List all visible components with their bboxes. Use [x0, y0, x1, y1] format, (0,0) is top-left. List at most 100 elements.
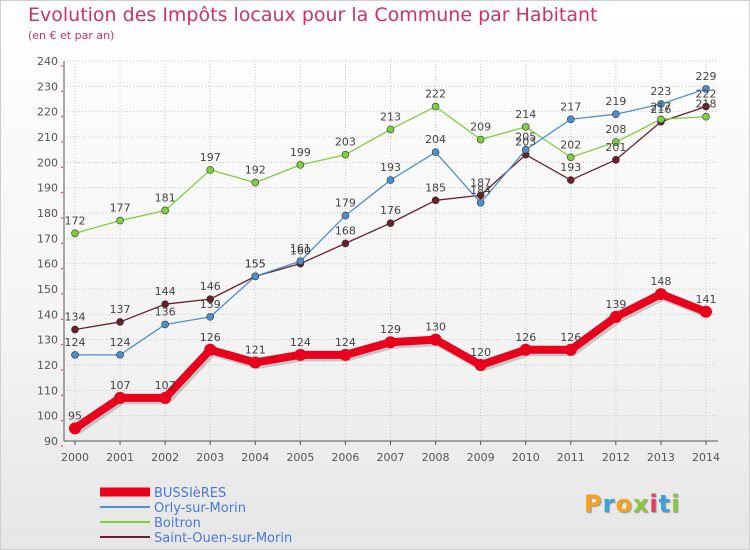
data-point — [206, 313, 215, 321]
data-label: 126 — [560, 331, 581, 344]
y-tick-label: 140 — [37, 308, 58, 321]
grid-lines — [64, 60, 718, 442]
x-tick-label: 2001 — [106, 451, 134, 464]
legend-label: Saint-Ouen-sur-Morin — [154, 531, 292, 546]
data-point — [159, 391, 172, 404]
data-point — [69, 422, 81, 435]
data-label: 172 — [65, 214, 86, 227]
data-label: 155 — [245, 257, 266, 270]
chart-title: Evolution des Impôts locaux pour la Comm… — [28, 4, 598, 26]
data-point — [251, 178, 260, 187]
data-label: 176 — [380, 204, 401, 217]
y-tick-label: 190 — [37, 182, 58, 195]
data-label: 137 — [110, 303, 131, 316]
data-point — [700, 305, 712, 318]
data-point — [519, 343, 532, 356]
data-point — [296, 161, 305, 169]
data-point — [564, 343, 577, 356]
data-label: 126 — [200, 331, 221, 344]
data-label: 181 — [155, 191, 176, 204]
data-label: 124 — [110, 336, 131, 349]
y-tick-label: 230 — [37, 80, 58, 93]
logo-letter: o — [615, 490, 633, 518]
data-label: 124 — [335, 336, 356, 349]
logo-letter: i — [649, 490, 659, 518]
y-tick-label: 180 — [37, 207, 58, 220]
data-label: 209 — [470, 121, 491, 134]
data-label: 223 — [650, 85, 671, 98]
chart-subtitle: (en € et par an) — [28, 29, 115, 42]
data-point — [657, 100, 665, 108]
logo-letter: x — [632, 490, 650, 518]
data-point — [612, 138, 620, 146]
data-point — [204, 343, 217, 356]
data-label: 120 — [470, 346, 491, 359]
data-label: 107 — [155, 379, 176, 392]
data-point — [71, 351, 79, 359]
data-label: 139 — [200, 298, 221, 311]
series-lines — [69, 85, 712, 435]
data-point — [384, 336, 397, 349]
data-point — [702, 112, 710, 121]
data-label: 185 — [425, 181, 446, 194]
proxiti-logo: Proxiti — [584, 490, 680, 518]
data-label: 205 — [515, 131, 536, 144]
data-point — [206, 295, 215, 303]
logo-letter: r — [602, 490, 616, 518]
data-point — [161, 206, 169, 215]
data-label: 155 — [245, 257, 266, 270]
x-tick-label: 2009 — [467, 451, 495, 464]
y-tick-label: 220 — [37, 106, 58, 119]
data-label: 193 — [380, 161, 401, 174]
data-point — [386, 219, 395, 227]
data-point — [657, 115, 665, 124]
data-labels: 95 107 107 126 121 124 124 129 130 120 126 126 139 14… — [65, 70, 717, 422]
data-point — [702, 102, 710, 111]
axes — [61, 61, 718, 447]
data-label: 179 — [335, 197, 356, 210]
data-label: 95 — [68, 409, 82, 422]
data-label: 161 — [290, 242, 311, 255]
legend: BUSSIèRESOrly-sur-MorinBoitronSaint-Ouen… — [100, 486, 292, 546]
data-label: 148 — [650, 275, 671, 288]
data-point — [71, 325, 79, 334]
y-tick-label: 120 — [37, 359, 58, 372]
data-label: 144 — [155, 285, 176, 298]
data-label: 141 — [696, 293, 717, 306]
data-label: 214 — [515, 108, 536, 121]
x-tick-label: 2010 — [512, 451, 540, 464]
data-label: 139 — [605, 298, 626, 311]
x-tick-label: 2012 — [602, 451, 630, 464]
data-point — [116, 318, 124, 326]
legend-label: BUSSIèRES — [154, 486, 226, 501]
data-label: 213 — [380, 110, 401, 123]
y-tick-label: 100 — [37, 410, 58, 423]
data-point — [341, 150, 350, 159]
data-label: 201 — [605, 141, 626, 154]
x-tick-label: 2003 — [196, 451, 224, 464]
data-label: 216 — [650, 103, 671, 116]
data-label: 193 — [560, 161, 581, 174]
data-point — [341, 239, 350, 248]
data-point — [654, 288, 667, 301]
data-point — [161, 320, 169, 329]
data-point — [206, 166, 215, 174]
x-tick-label: 2005 — [286, 451, 314, 464]
data-point — [521, 145, 530, 154]
data-label: 124 — [65, 336, 86, 349]
x-tick-label: 2014 — [692, 451, 720, 464]
data-label: 197 — [200, 151, 221, 164]
x-tick-label: 2011 — [557, 451, 585, 464]
data-label: 217 — [560, 100, 581, 113]
data-label: 219 — [605, 95, 626, 108]
data-label: 202 — [560, 138, 581, 151]
data-label: 124 — [290, 336, 311, 349]
data-point — [296, 257, 305, 265]
logo-letter: P — [584, 490, 603, 518]
data-point — [161, 300, 169, 309]
legend-label: Orly-sur-Morin — [154, 501, 246, 516]
data-point — [609, 310, 622, 323]
data-point — [431, 196, 440, 205]
logo-letter: t — [658, 490, 672, 518]
